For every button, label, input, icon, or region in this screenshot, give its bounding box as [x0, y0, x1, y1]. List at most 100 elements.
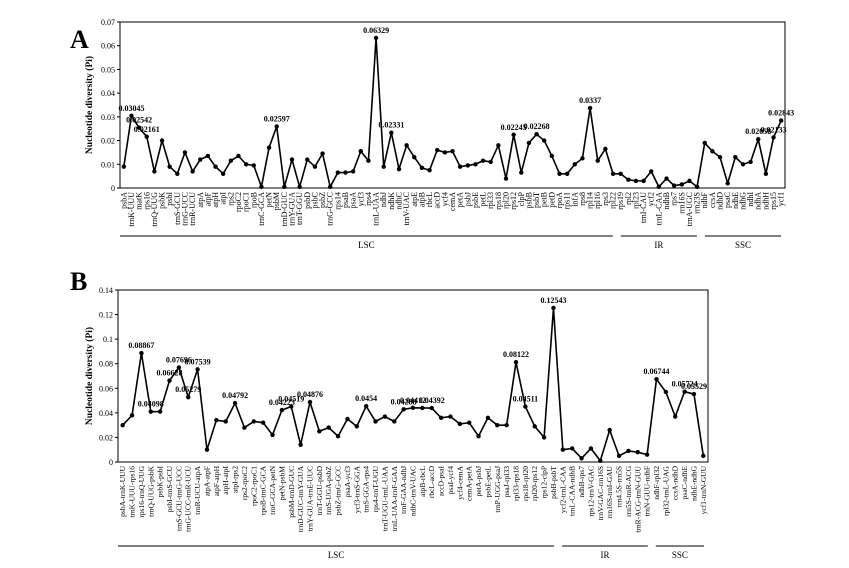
value-label: 0.06628: [157, 369, 183, 378]
region-label: IR: [600, 550, 609, 560]
x-tick-label: rpl32-trnL-UAG: [661, 465, 670, 516]
x-tick-label: petN: [265, 192, 274, 208]
x-tick-label: trnT-GGU-psbD: [315, 465, 324, 515]
y-tick-label: 0: [109, 458, 113, 467]
data-point: [663, 389, 669, 395]
region-label: LSC: [328, 550, 345, 560]
x-tick-label: psbA: [119, 192, 128, 209]
value-label: 0.04288: [391, 397, 417, 406]
y-tick-label: 0.01: [101, 160, 115, 169]
data-point: [363, 404, 369, 409]
x-tick-label: trnL-CAA: [654, 192, 663, 226]
data-point: [392, 419, 397, 424]
data-point: [373, 419, 378, 424]
data-point: [401, 407, 406, 412]
x-tick-label: psbZ-trnG-GCC: [334, 466, 343, 515]
x-tick-label: petA: [456, 192, 465, 208]
x-tick-label: psbA-trnK-UUU: [118, 465, 127, 516]
x-tick-label: psaC: [723, 192, 732, 208]
data-point: [251, 163, 256, 168]
data-point: [570, 446, 575, 451]
data-point: [717, 154, 723, 160]
x-tick-label: accD-psaI: [437, 466, 446, 497]
data-point: [641, 178, 646, 184]
data-point: [511, 132, 516, 137]
data-point: [312, 164, 318, 169]
value-label: 0.06329: [363, 26, 389, 35]
data-point: [465, 163, 470, 168]
data-point: [382, 414, 388, 419]
data-point: [389, 130, 394, 135]
value-label: 0.06744: [643, 367, 669, 376]
x-tick-label: atpF-atpH: [212, 465, 221, 496]
data-point: [307, 399, 313, 405]
x-tick-label: trnI-CAU: [639, 192, 648, 223]
data-point: [279, 407, 285, 413]
data-point: [532, 424, 537, 429]
data-point: [673, 414, 678, 419]
x-tick-label: ndhC-trnV-UAC: [409, 466, 418, 516]
x-tick-label: atpB-rbcL: [418, 466, 427, 497]
plot-frame: [117, 289, 709, 463]
data-point: [687, 178, 692, 184]
x-tick-label: psaC-ndhE: [680, 466, 689, 500]
x-tick-label: trnS-GCU-trnG-UCC: [174, 466, 183, 531]
value-label: 0.05279: [175, 385, 201, 394]
data-point: [289, 157, 295, 162]
data-point: [771, 135, 776, 140]
data-point: [541, 435, 547, 440]
data-point: [404, 143, 409, 148]
data-point: [435, 147, 440, 153]
x-tick-label: rps2: [226, 192, 235, 206]
y-tick-label: 0.04: [101, 89, 115, 98]
x-tick-label: infA: [570, 192, 579, 207]
x-tick-label: rrn16S: [677, 192, 686, 214]
data-point: [549, 153, 555, 159]
data-point: [626, 448, 631, 454]
x-tick-label: trnD-GUC-trnY-GUA: [296, 465, 305, 532]
data-point: [733, 154, 738, 160]
x-tick-label: trnL-UAA-trnF-GAA: [390, 465, 399, 531]
x-tick-label: rbcL-accD: [427, 465, 436, 498]
data-point: [298, 442, 303, 447]
value-label: 0.02245: [501, 123, 527, 132]
x-tick-label: rrn4.5S-rrn5S: [615, 466, 624, 507]
data-point: [778, 118, 784, 123]
value-label: 0.05724: [672, 380, 698, 389]
data-point: [412, 154, 417, 160]
x-tick-label: rpoC2-rpoC1: [249, 466, 258, 506]
x-tick-label: ndhE: [731, 192, 740, 209]
x-tick-label: psbB: [524, 192, 533, 208]
x-tick-label: petL: [479, 192, 488, 207]
data-point: [429, 405, 434, 411]
y-tick-label: 0.1: [103, 335, 113, 344]
value-label: 0.02542: [126, 116, 152, 125]
value-label: 0.04392: [419, 396, 445, 405]
x-tick-label: trnC-GCA: [257, 192, 266, 226]
data-point: [220, 171, 226, 176]
x-tick-label: clpP: [517, 191, 526, 206]
x-tick-label: ycf3-trnS-GGA: [352, 465, 361, 513]
data-point: [466, 420, 472, 425]
value-label: 0.07539: [185, 357, 211, 366]
x-tick-label: atpA: [196, 192, 205, 208]
y-tick-label: 0.06: [101, 42, 115, 51]
x-tick-label: trnT-GGU: [295, 192, 304, 225]
value-label: 0.03045: [118, 104, 144, 113]
data-point: [159, 138, 165, 143]
data-point: [232, 400, 238, 406]
x-tick-label: rpoB: [249, 192, 258, 208]
y-tick-label: 0.07: [101, 18, 115, 27]
value-label: 0.04876: [297, 390, 323, 399]
x-tick-label: ycf2: [647, 192, 656, 206]
region-label: SSC: [735, 240, 751, 250]
data-point: [725, 181, 730, 186]
x-tick-label: psaA: [349, 192, 358, 209]
data-point: [410, 405, 416, 410]
data-point: [148, 409, 153, 414]
x-tick-label: trnL-UAA: [372, 192, 381, 226]
x-tick-label: trnR-UCU-atpA: [193, 465, 202, 514]
data-point: [328, 184, 333, 190]
x-tick-label: rps4-trnT-UGU: [371, 465, 380, 512]
